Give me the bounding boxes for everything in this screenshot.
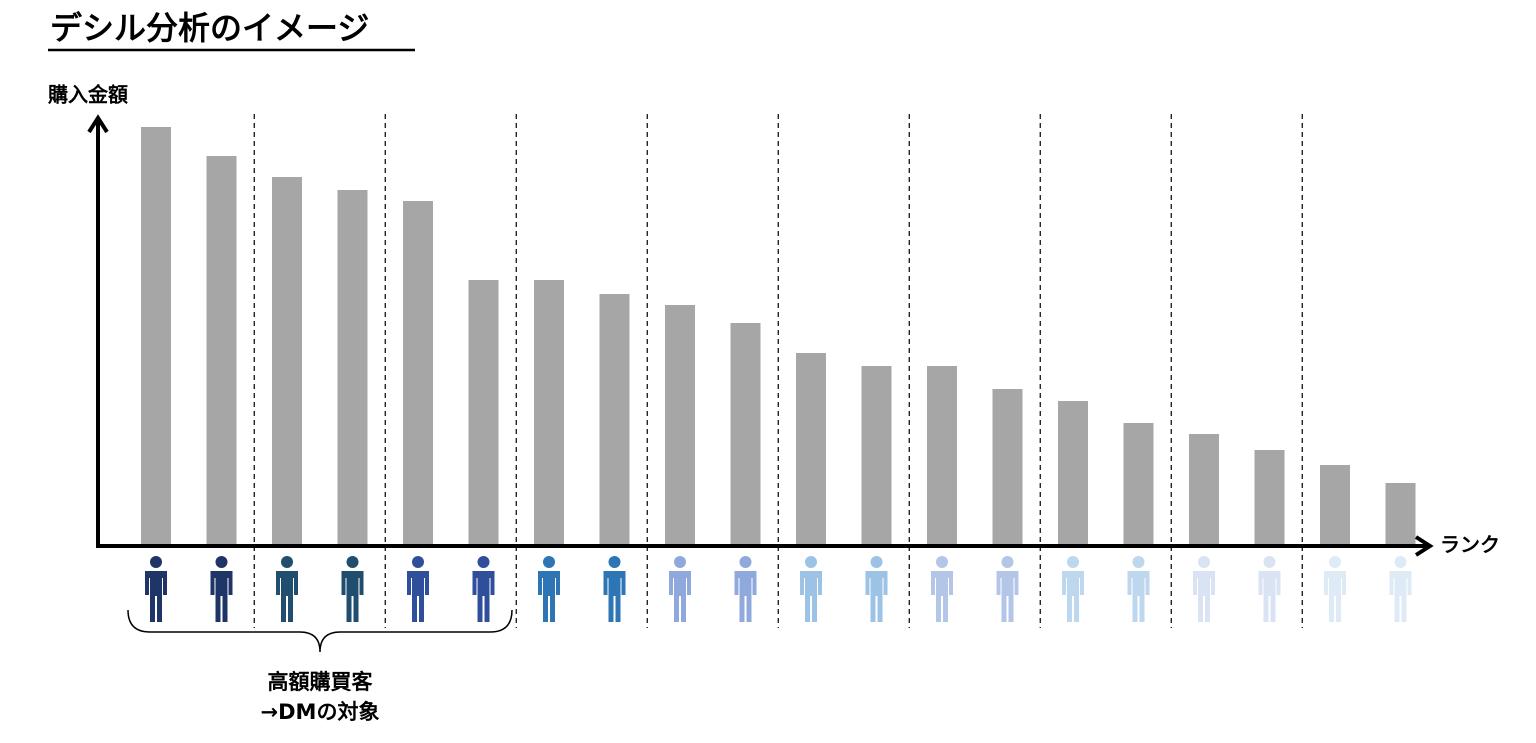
bar	[403, 201, 433, 546]
icon-head	[870, 556, 883, 568]
icon-body	[1062, 571, 1084, 622]
axes	[87, 114, 1434, 557]
person-icon	[1193, 556, 1215, 622]
person-icon	[865, 556, 888, 622]
person-icon	[538, 556, 560, 622]
bars	[141, 127, 1416, 546]
icon-head	[674, 556, 686, 568]
icon-head	[608, 556, 621, 568]
chart-title: デシル分析のイメージ	[50, 9, 369, 47]
bar	[337, 190, 368, 546]
icon-body	[407, 571, 429, 622]
bar	[1254, 450, 1285, 546]
bar	[992, 389, 1023, 546]
person-icon	[931, 556, 953, 622]
icon-body	[1389, 571, 1412, 622]
icon-head	[1263, 556, 1276, 568]
icon-head	[805, 556, 817, 568]
icon-head	[1198, 556, 1210, 568]
icon-head	[543, 556, 555, 568]
bar	[599, 294, 630, 546]
person-icon	[472, 556, 495, 622]
icon-head	[1067, 556, 1079, 568]
person-icon	[1062, 556, 1084, 622]
y-arrow	[87, 114, 109, 134]
brace	[127, 609, 513, 653]
icon-body	[1258, 571, 1281, 622]
icon-body	[669, 571, 691, 622]
icon-body	[210, 571, 233, 622]
bar	[468, 280, 499, 546]
bar	[1189, 434, 1219, 546]
bar	[796, 353, 826, 546]
person-icon	[210, 556, 233, 622]
person-icon	[996, 556, 1019, 622]
icon-body	[865, 571, 888, 622]
bar	[861, 366, 892, 546]
icon-head	[150, 556, 162, 568]
bar	[1058, 401, 1088, 546]
person-icon	[276, 556, 298, 622]
icon-head	[1132, 556, 1145, 568]
bar	[141, 127, 171, 546]
icon-head	[936, 556, 948, 568]
person-icon	[669, 556, 691, 622]
person-icon	[1389, 556, 1412, 622]
icon-head	[1394, 556, 1407, 568]
icon-body	[800, 571, 822, 622]
icon-body	[341, 571, 364, 622]
icon-head	[477, 556, 490, 568]
bar	[1320, 465, 1350, 546]
icon-body	[603, 571, 626, 622]
icon-head	[1001, 556, 1014, 568]
bar	[272, 177, 302, 546]
bar	[1385, 483, 1416, 546]
bar	[927, 366, 957, 546]
person-icon	[800, 556, 822, 622]
person-icon	[603, 556, 626, 622]
icon-body	[538, 571, 560, 622]
person-icon	[145, 556, 167, 622]
icon-body	[996, 571, 1019, 622]
customer-icons	[145, 556, 1412, 622]
y-axis-label: 購入金額	[48, 83, 128, 107]
bar	[206, 156, 237, 546]
x-arrow	[1414, 535, 1434, 557]
dividers	[253, 114, 1303, 628]
icon-head	[412, 556, 424, 568]
icon-head	[215, 556, 228, 568]
icon-body	[931, 571, 953, 622]
x-axis-label: ランク	[1440, 533, 1500, 557]
icon-body	[472, 571, 495, 622]
bar	[534, 280, 564, 546]
person-icon	[1258, 556, 1281, 622]
bar	[665, 305, 695, 546]
person-icon	[341, 556, 364, 622]
icon-body	[1324, 571, 1346, 622]
bar	[1123, 423, 1154, 546]
person-icon	[407, 556, 429, 622]
icon-body	[1127, 571, 1150, 622]
icon-body	[276, 571, 298, 622]
person-icon	[1127, 556, 1150, 622]
icon-body	[145, 571, 167, 622]
icon-head	[739, 556, 752, 568]
icon-body	[734, 571, 757, 622]
icon-body	[1193, 571, 1215, 622]
bar	[730, 323, 761, 546]
person-icon	[734, 556, 757, 622]
icon-head	[1329, 556, 1341, 568]
person-icon	[1324, 556, 1346, 622]
annotation: →DMの対象	[261, 700, 380, 724]
annotation: 高額購買客	[268, 670, 374, 694]
icon-head	[346, 556, 359, 568]
icon-head	[281, 556, 293, 568]
